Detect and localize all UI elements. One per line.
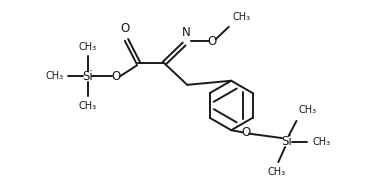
Text: O: O [208, 35, 217, 48]
Text: Si: Si [282, 135, 292, 148]
Text: O: O [120, 22, 129, 35]
Text: Si: Si [82, 70, 93, 83]
Text: CH₃: CH₃ [46, 71, 63, 81]
Text: CH₃: CH₃ [232, 12, 250, 22]
Text: CH₃: CH₃ [299, 105, 317, 115]
Text: O: O [111, 70, 120, 83]
Text: CH₃: CH₃ [268, 167, 286, 177]
Text: CH₃: CH₃ [79, 42, 97, 52]
Text: N: N [182, 26, 191, 39]
Text: O: O [241, 126, 250, 139]
Text: CH₃: CH₃ [79, 101, 97, 111]
Text: CH₃: CH₃ [313, 137, 331, 147]
